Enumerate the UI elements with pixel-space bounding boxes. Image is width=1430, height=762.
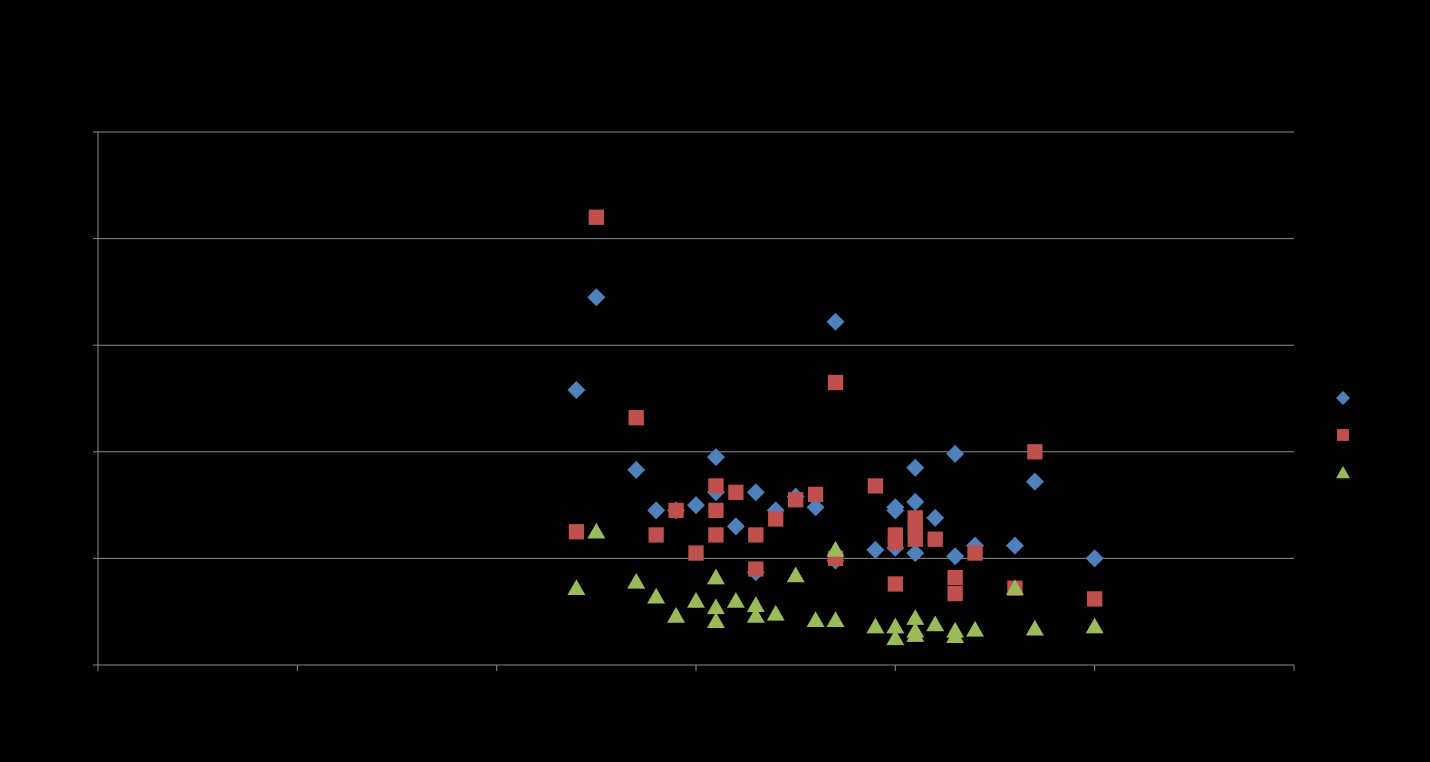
data-point-series-2 <box>728 484 744 500</box>
data-point-series-3 <box>627 572 646 589</box>
data-point-series-3 <box>966 620 985 637</box>
data-point-series-2 <box>748 561 764 577</box>
data-point-series-3 <box>926 615 945 632</box>
data-point-series-3 <box>1025 619 1044 636</box>
data-point-series-1 <box>627 460 646 479</box>
data-point-series-1 <box>746 483 765 502</box>
data-point-series-1 <box>946 444 965 463</box>
data-point-series-3 <box>667 606 686 623</box>
data-point-series-3 <box>647 587 666 604</box>
data-point-series-3 <box>706 612 725 629</box>
data-point-series-3 <box>866 617 885 634</box>
data-point-series-1 <box>906 492 925 511</box>
data-point-series-3 <box>946 627 965 643</box>
data-point-series-2 <box>628 410 644 426</box>
data-point-series-3 <box>886 617 905 634</box>
data-point-series-1 <box>946 547 965 566</box>
data-point-series-2 <box>688 545 704 561</box>
data-point-series-2 <box>887 576 903 592</box>
data-point-series-3 <box>906 609 925 625</box>
data-point-series-2 <box>708 527 724 543</box>
data-point-series-2 <box>867 478 884 494</box>
data-point-series-3 <box>886 629 905 646</box>
data-point-series-3 <box>706 598 725 615</box>
data-points <box>567 209 1104 646</box>
data-point-series-1 <box>1085 549 1104 568</box>
data-point-series-3 <box>567 579 586 595</box>
data-point-series-2 <box>967 545 983 561</box>
data-point-series-3 <box>826 540 845 557</box>
data-point-series-1 <box>826 312 845 331</box>
data-point-series-2 <box>947 585 963 602</box>
data-point-series-1 <box>726 517 745 536</box>
data-point-series-2 <box>1087 591 1103 607</box>
data-point-series-2 <box>887 534 903 551</box>
data-point-series-3 <box>1005 579 1024 595</box>
data-point-series-3 <box>746 606 765 623</box>
data-point-series-1 <box>1025 472 1044 491</box>
data-point-series-2 <box>748 527 764 543</box>
data-point-series-2 <box>668 502 684 519</box>
data-point-series-2 <box>708 478 724 494</box>
data-point-series-1 <box>587 288 606 307</box>
data-point-series-1 <box>906 458 925 477</box>
data-point-series-3 <box>706 568 725 585</box>
data-point-series-1 <box>687 496 705 515</box>
data-point-series-1 <box>1005 536 1024 555</box>
data-point-series-2 <box>907 531 923 547</box>
data-point-series-2 <box>1027 444 1043 460</box>
data-point-series-3 <box>826 611 845 627</box>
data-point-series-1 <box>886 501 905 520</box>
data-point-series-1 <box>567 380 586 399</box>
data-point-series-1 <box>866 540 885 559</box>
legend-marker-series-2 <box>1337 429 1349 441</box>
legend-marker-series-1 <box>1336 391 1350 405</box>
data-point-series-3 <box>766 604 785 621</box>
axes <box>93 131 1295 671</box>
data-point-series-3 <box>746 596 765 613</box>
data-point-series-2 <box>827 374 844 391</box>
data-point-series-1 <box>647 501 666 520</box>
data-point-series-3 <box>806 611 825 627</box>
data-point-series-3 <box>1085 617 1104 634</box>
legend <box>1336 391 1350 479</box>
data-point-series-2 <box>708 502 724 519</box>
data-point-series-2 <box>947 569 963 586</box>
data-point-series-2 <box>807 486 824 503</box>
data-point-series-1 <box>906 544 925 563</box>
data-point-series-3 <box>687 592 705 608</box>
legend-marker-series-3 <box>1336 466 1350 479</box>
data-point-series-2 <box>788 492 804 508</box>
data-point-series-3 <box>786 566 805 583</box>
data-point-series-1 <box>806 498 825 517</box>
data-point-series-2 <box>927 531 943 547</box>
data-point-series-3 <box>587 522 606 539</box>
data-point-series-1 <box>926 508 945 527</box>
data-point-series-3 <box>906 626 925 642</box>
data-point-series-1 <box>706 448 725 467</box>
data-point-series-2 <box>588 209 604 225</box>
data-point-series-2 <box>768 511 784 527</box>
data-point-series-3 <box>726 592 745 608</box>
data-point-series-2 <box>648 527 664 543</box>
data-point-series-2 <box>568 524 585 540</box>
